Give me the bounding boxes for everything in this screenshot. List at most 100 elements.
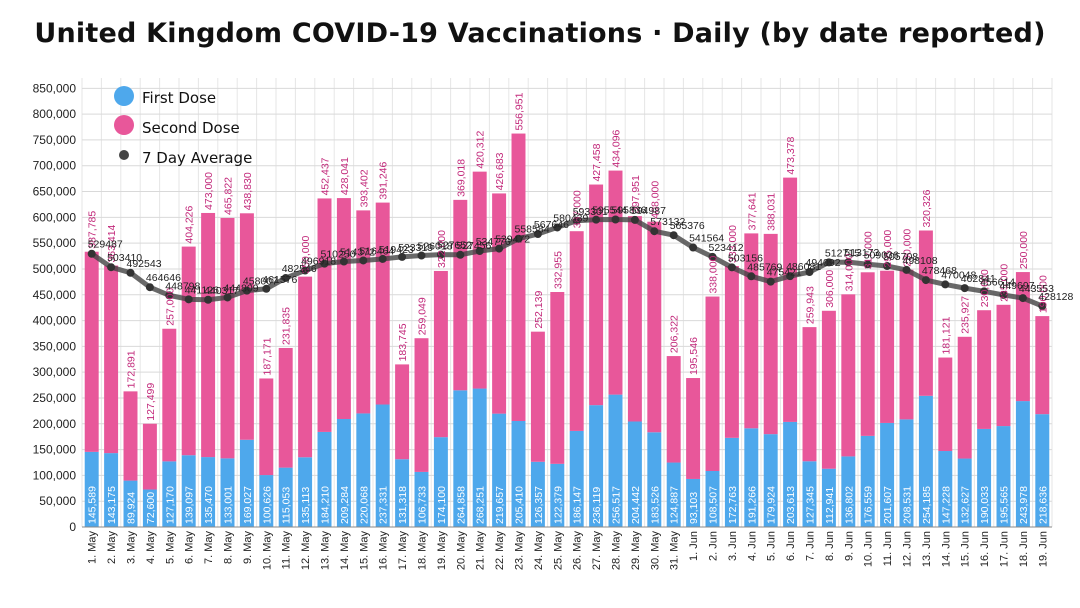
- first-dose-value-label: 195,565: [999, 486, 1011, 524]
- bar-second-dose: [530, 331, 545, 462]
- average-value-label: 523412: [709, 242, 744, 254]
- bar-second-dose: [104, 265, 119, 454]
- bar-first-dose: [550, 463, 565, 527]
- first-dose-value-label: 139,097: [184, 486, 196, 524]
- bar-first-dose: [317, 431, 332, 527]
- second-dose-value-label: 295,000: [882, 230, 894, 268]
- bar-second-dose: [996, 304, 1011, 427]
- bar-first-dose: [783, 421, 798, 527]
- average-value-label: 510250: [321, 249, 356, 261]
- legend-average-swatch: [119, 150, 129, 160]
- first-dose-value-label: 100,626: [261, 486, 273, 524]
- bar-second-dose: [821, 310, 836, 469]
- average-point: [921, 276, 930, 285]
- average-value-label: 595544: [592, 205, 627, 217]
- average-value-label: 503156: [728, 252, 763, 264]
- legend: First Dose Second Dose 7 Day Average: [114, 86, 252, 167]
- x-tick-label: 10. May: [261, 531, 273, 571]
- second-dose-value-label: 333,000: [727, 225, 739, 263]
- x-tick-label: 3. Jun: [727, 531, 739, 561]
- first-dose-value-label: 115,053: [281, 487, 293, 524]
- average-value-label: 514372: [340, 247, 375, 259]
- second-dose-value-label: 235,927: [960, 296, 972, 334]
- average-point: [126, 268, 135, 277]
- bar-first-dose: [142, 489, 157, 527]
- x-tick-label: 17. May: [397, 531, 409, 571]
- average-point: [184, 295, 193, 304]
- second-dose-value-label: 350,000: [300, 236, 312, 274]
- first-dose-value-label: 147,228: [940, 486, 952, 524]
- average-value-label: 456614: [980, 276, 1015, 288]
- average-value-label: 529487: [88, 239, 123, 251]
- average-point: [824, 258, 833, 267]
- bar-second-dose: [627, 216, 642, 422]
- x-tick-label: 12. May: [300, 531, 312, 571]
- first-dose-value-label: 172,763: [727, 486, 739, 524]
- average-point: [262, 284, 271, 293]
- legend-average-label: 7 Day Average: [142, 149, 252, 167]
- second-dose-value-label: 377,641: [746, 192, 758, 230]
- average-point: [281, 273, 290, 282]
- average-point: [844, 258, 853, 267]
- second-dose-value-label: 369,018: [455, 159, 467, 197]
- bar-first-dose: [239, 439, 254, 527]
- bar-first-dose: [123, 480, 138, 527]
- bar-second-dose: [569, 231, 584, 431]
- average-value-label: 539472: [495, 234, 530, 246]
- average-point: [359, 256, 368, 265]
- average-point: [165, 291, 174, 300]
- bar-second-dose: [860, 272, 875, 436]
- average-point: [1038, 302, 1047, 311]
- y-tick-label: 850,000: [33, 81, 77, 95]
- bar-second-dose: [298, 276, 313, 458]
- bar-second-dose: [666, 356, 681, 463]
- x-tick-label: 19. May: [436, 531, 448, 571]
- y-tick-label: 450,000: [33, 288, 77, 302]
- average-value-label: 527456: [456, 240, 491, 252]
- bar-second-dose: [162, 328, 177, 462]
- bar-first-dose: [724, 437, 739, 527]
- average-point: [941, 280, 950, 289]
- average-point: [378, 254, 387, 263]
- x-tick-label: 1. Jun: [688, 531, 700, 561]
- bar-second-dose: [356, 210, 371, 414]
- bar-second-dose: [724, 265, 739, 438]
- average-point: [87, 249, 96, 258]
- average-point: [417, 251, 426, 260]
- x-tick-label: 14. Jun: [940, 531, 952, 567]
- second-dose-value-label: 322,000: [436, 230, 448, 268]
- x-tick-label: 28. May: [611, 531, 623, 571]
- x-tick-label: 11. Jun: [882, 531, 894, 566]
- bar-second-dose: [763, 233, 778, 435]
- second-dose-value-label: 556,951: [514, 92, 526, 130]
- y-tick-label: 250,000: [33, 391, 77, 405]
- average-point: [592, 215, 601, 224]
- x-tick-label: 18. Jun: [1018, 531, 1030, 567]
- second-dose-value-label: 187,171: [261, 337, 273, 375]
- bar-first-dose: [414, 471, 429, 527]
- second-dose-value-label: 408,000: [649, 181, 661, 219]
- second-dose-value-label: 434,096: [611, 129, 623, 167]
- average-point: [223, 293, 232, 302]
- x-tick-label: 2. Jun: [708, 531, 720, 561]
- x-tick-label: 23. May: [514, 531, 526, 571]
- x-tick-label: 12. Jun: [902, 531, 914, 567]
- average-point: [902, 265, 911, 274]
- first-dose-value-label: 243,978: [1018, 486, 1030, 524]
- second-dose-value-label: 230,000: [979, 269, 991, 307]
- first-dose-value-label: 186,147: [572, 486, 584, 524]
- bar-second-dose: [278, 347, 293, 468]
- bar-first-dose: [918, 395, 933, 527]
- second-dose-value-label: 473,000: [203, 172, 215, 210]
- bar-first-dose: [472, 388, 487, 527]
- first-dose-value-label: 183,526: [649, 486, 661, 524]
- y-tick-label: 750,000: [33, 133, 77, 147]
- bar-first-dose: [666, 462, 681, 527]
- second-dose-value-label: 388,031: [766, 193, 778, 231]
- first-dose-value-label: 135,113: [300, 487, 312, 524]
- second-dose-value-label: 473,378: [785, 136, 797, 174]
- bar-first-dose: [957, 458, 972, 527]
- chart-title: United Kingdom COVID-19 Vaccinations · D…: [34, 18, 1046, 49]
- y-tick-label: 650,000: [33, 185, 77, 199]
